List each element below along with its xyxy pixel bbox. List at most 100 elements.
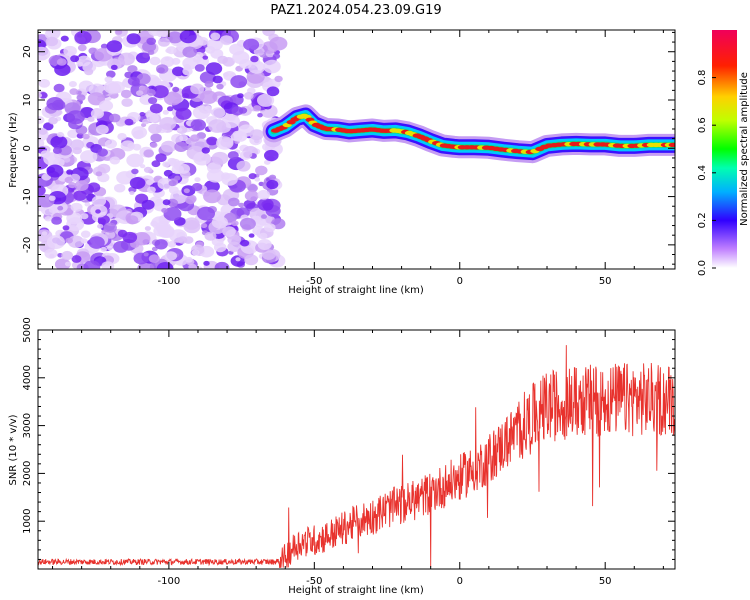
noise-blob <box>76 55 91 67</box>
noise-blob <box>64 261 72 267</box>
noise-blob <box>80 238 88 244</box>
noise-blob <box>146 112 159 123</box>
noise-blob <box>38 116 45 124</box>
noise-blob <box>143 166 153 173</box>
noise-blob <box>44 216 52 222</box>
noise-blob <box>141 199 155 210</box>
noise-blob <box>38 128 48 135</box>
noise-blob <box>109 113 121 123</box>
noise-blob <box>52 147 62 154</box>
noise-blob <box>63 157 71 163</box>
colorbar-tick-label: 0.8 <box>697 70 708 86</box>
noise-blob <box>167 106 174 112</box>
noise-blob <box>66 110 85 125</box>
noise-blob <box>38 92 42 99</box>
y-tick-label: 5000 <box>22 317 33 342</box>
x-tick-label: -100 <box>158 576 181 587</box>
x-tick-label: 0 <box>457 276 463 287</box>
noise-blob <box>103 81 121 94</box>
noise-blob <box>60 35 69 42</box>
noise-blob <box>56 58 67 66</box>
noise-blob <box>243 38 260 51</box>
noise-blob <box>126 33 141 45</box>
noise-blob <box>254 177 261 182</box>
noise-blob <box>168 180 177 187</box>
colorbar-gradient <box>712 30 737 268</box>
noise-blob <box>67 187 75 193</box>
noise-blob <box>146 179 154 186</box>
noise-blob <box>216 83 224 90</box>
noise-blob <box>214 261 230 269</box>
noise-blob <box>106 245 113 251</box>
colorbar-tick-label: 0.0 <box>697 260 708 276</box>
noise-blob <box>238 202 245 208</box>
noise-blob <box>266 86 280 97</box>
noise-blob <box>132 130 144 140</box>
noise-blob <box>264 149 279 162</box>
noise-blob <box>203 260 210 266</box>
noise-blob <box>244 254 259 266</box>
noise-blob <box>228 115 236 122</box>
noise-blob <box>159 117 177 130</box>
noise-blob <box>206 169 225 183</box>
noise-blob <box>100 246 107 252</box>
spectrogram-x-ticks: -100 -50 0 50 <box>52 30 664 287</box>
noise-blob <box>257 113 263 118</box>
noise-blob <box>190 119 206 131</box>
noise-blob <box>146 37 156 45</box>
noise-blob <box>71 255 82 263</box>
noise-blob <box>154 239 168 250</box>
noise-blob <box>210 32 221 41</box>
noise-blob <box>117 133 127 141</box>
noise-blob <box>162 161 170 168</box>
noise-blob <box>48 117 58 125</box>
noise-blob <box>82 133 90 140</box>
noise-blob <box>101 261 115 269</box>
y-tick-label: 4000 <box>22 365 33 390</box>
x-tick-label: -50 <box>306 576 322 587</box>
noise-blob <box>68 182 77 189</box>
noise-blob <box>263 59 281 74</box>
noise-blob <box>185 196 196 205</box>
noise-blob <box>84 202 91 207</box>
noise-blob <box>109 156 121 165</box>
noise-blob <box>177 127 183 132</box>
heatmap-noise-region <box>38 30 288 269</box>
noise-blob <box>126 215 139 225</box>
noise-blob <box>257 239 272 250</box>
noise-blob <box>43 122 54 131</box>
y-tick-label: 10 <box>22 94 33 107</box>
noise-blob <box>104 139 117 149</box>
noise-blob <box>257 93 275 107</box>
noise-blob <box>97 148 108 157</box>
noise-blob <box>152 85 169 99</box>
spectrogram-y-label: Frequency (Hz) <box>8 112 19 188</box>
noise-blob <box>127 76 140 86</box>
noise-blob <box>243 151 253 159</box>
noise-blob <box>211 151 229 165</box>
noise-blob <box>240 239 250 247</box>
noise-blob <box>74 30 92 45</box>
noise-blob <box>50 135 68 149</box>
noise-blob <box>95 171 103 177</box>
noise-blob <box>103 222 117 233</box>
snr-y-label: SNR (10 * v/v) <box>8 414 19 485</box>
noise-blob <box>143 149 154 158</box>
noise-blob <box>204 80 214 88</box>
noise-blob <box>257 198 274 211</box>
spectrogram-x-label: Height of straight line (km) <box>288 285 424 296</box>
noise-blob <box>197 206 215 221</box>
noise-blob <box>127 65 138 74</box>
noise-blob <box>64 176 74 184</box>
y-tick-label: 0 <box>22 145 33 151</box>
noise-blob <box>74 180 89 192</box>
noise-blob <box>63 45 77 57</box>
noise-blob <box>76 94 86 101</box>
noise-blob <box>129 177 146 189</box>
noise-blob <box>121 98 133 107</box>
noise-blob <box>150 220 158 227</box>
noise-blob <box>69 88 79 95</box>
noise-blob <box>70 202 83 212</box>
noise-blob <box>66 169 73 175</box>
noise-blob <box>165 48 172 54</box>
